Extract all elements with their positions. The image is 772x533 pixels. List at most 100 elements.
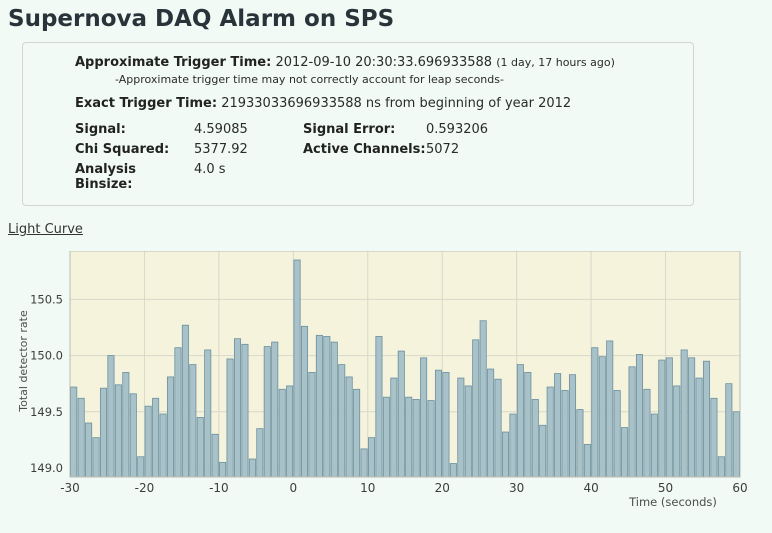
chart-bar (509, 413, 517, 478)
chart-bar (367, 437, 376, 478)
chart-bar (635, 354, 644, 478)
analysis-binsize-value: 4.0 s (194, 162, 226, 177)
stats-grid: Signal: 4.59085 Signal Error: 0.593206 C… (75, 122, 683, 192)
signal-value: 4.59085 (194, 122, 248, 137)
chart-bar (85, 422, 93, 478)
chart-bar (658, 359, 666, 478)
chart-bar (390, 377, 398, 478)
chart-bar (293, 259, 301, 478)
chart-bar (725, 383, 733, 478)
chart-bar (152, 397, 160, 478)
chart-bar (181, 324, 189, 478)
y-tick-label: 149.5 (30, 405, 63, 419)
chart-bar (442, 372, 450, 478)
chi-squared-label: Chi Squared: (75, 142, 170, 157)
chart-bar (360, 448, 368, 478)
chart-bar (472, 339, 480, 478)
chart-bar (256, 428, 264, 478)
chart-bar (501, 431, 510, 478)
chart-bar (643, 388, 651, 478)
exact-trigger-time-value: 21933033696933588 ns from beginning of y… (221, 96, 572, 111)
x-tick-label: 60 (732, 481, 747, 495)
chart-bar (665, 357, 673, 478)
y-tick-label: 149.0 (30, 461, 63, 475)
exact-trigger-row: Exact Trigger Time: 21933033696933588 ns… (75, 96, 683, 111)
chart-bar (278, 388, 286, 478)
chart-bar (479, 320, 487, 478)
chart-bar (323, 336, 331, 478)
x-tick-label: 0 (290, 481, 298, 495)
y-tick-label: 150.0 (30, 349, 63, 363)
chart-bar (494, 378, 502, 478)
light-curve-link[interactable]: Light Curve (8, 222, 83, 237)
chart-bar (710, 397, 718, 478)
active-channels-value: 5072 (426, 142, 460, 157)
chart-bar (211, 433, 219, 478)
chart-bar (688, 357, 696, 478)
plot-frame (69, 250, 741, 478)
chart-bar (300, 325, 309, 478)
chart-bar (159, 413, 167, 478)
chart-bar (583, 443, 591, 478)
chart-bar (286, 385, 294, 478)
chart-bar (591, 347, 599, 478)
chart-bar (233, 338, 242, 478)
approx-trigger-ago: (1 day, 17 hours ago) (496, 56, 615, 69)
x-tick-label: -10 (209, 481, 229, 495)
chart-bar (427, 400, 435, 478)
x-tick-label: -30 (60, 481, 80, 495)
chart-bar (338, 364, 346, 478)
chart-bar (144, 405, 152, 478)
chart-bar (717, 456, 725, 478)
chart-bar (114, 384, 122, 478)
chart-bar (606, 340, 614, 478)
chart-bar (308, 372, 316, 478)
chart-bar (375, 336, 383, 478)
chart-bar (405, 396, 413, 478)
x-tick-label: 50 (658, 481, 673, 495)
x-axis-title: Time (seconds) (628, 495, 717, 509)
chart-bar (412, 399, 420, 478)
analysis-binsize-label: Analysis Binsize: (75, 162, 136, 192)
chart-bar (122, 372, 130, 478)
chart-bar (487, 368, 495, 478)
chart-bar (137, 456, 145, 478)
chart-bar (219, 461, 227, 478)
chart-bar (92, 437, 100, 478)
chart-bar (189, 364, 197, 478)
chart-bar (650, 413, 658, 478)
y-axis-title: Total detector rate (17, 310, 30, 413)
chi-squared-value: 5377.92 (194, 142, 248, 157)
chart-bar (695, 377, 703, 478)
chart-bar (702, 360, 711, 478)
chart-bar (397, 350, 405, 478)
chart-bar (673, 385, 681, 478)
chart-bar (99, 387, 108, 478)
signal-label: Signal: (75, 122, 126, 137)
chart-bar (568, 374, 577, 478)
y-tick-label: 150.5 (30, 292, 63, 306)
chart-bar (226, 358, 234, 478)
chart-bar (204, 349, 212, 478)
approx-trigger-time-label: Approximate Trigger Time: (75, 55, 272, 70)
chart-bar (531, 399, 539, 478)
chart-bar (524, 372, 532, 478)
chart-bar (353, 388, 361, 478)
chart-bar (248, 458, 256, 478)
page: Supernova DAQ Alarm on SPS Approximate T… (0, 6, 772, 529)
chart-bar (576, 409, 584, 478)
chart-bar (315, 334, 323, 478)
light-curve-plot: 149.0 149.5 150.0 150.5 -30 -20 -10 0 10 20 30 40 50… (17, 250, 748, 509)
chart-bar (434, 369, 443, 478)
chart-bar (628, 366, 636, 478)
chart-bar (464, 385, 472, 478)
chart-bar (457, 377, 465, 478)
chart-bar (70, 386, 78, 478)
plot-area (70, 251, 740, 477)
chart-bar (166, 376, 175, 478)
chart-bar (271, 341, 279, 478)
active-channels-label: Active Channels: (303, 142, 426, 157)
light-curve-chart: 149.0 149.5 150.0 150.5 -30 -20 -10 0 10 20 30 40 50… (0, 250, 772, 529)
chart-bar (382, 396, 390, 478)
chart-bar (129, 393, 137, 478)
